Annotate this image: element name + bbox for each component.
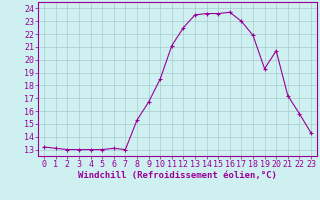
X-axis label: Windchill (Refroidissement éolien,°C): Windchill (Refroidissement éolien,°C): [78, 171, 277, 180]
